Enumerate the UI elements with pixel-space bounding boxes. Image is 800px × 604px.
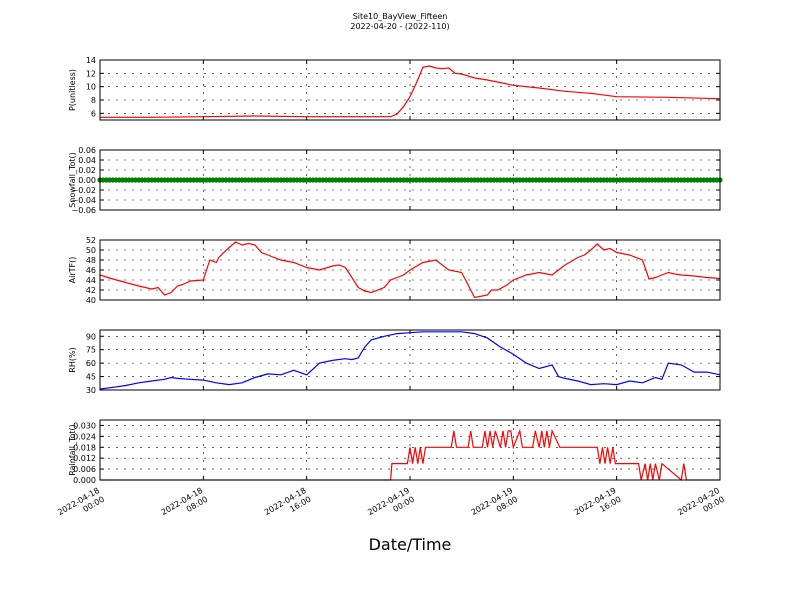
y-tick-label: 0.006 <box>73 465 96 474</box>
chart-title-line1: Site10_BayView_Fifteen <box>353 12 448 21</box>
y-tick-label: 46 <box>86 266 96 275</box>
y-tick-label: 52 <box>86 236 96 245</box>
y-tick-label: 0.018 <box>73 443 96 452</box>
series-line-RH <box>99 331 721 390</box>
y-tick-label: 8 <box>91 96 96 105</box>
x-tick-label: 2022-04-1908:00 <box>470 486 520 526</box>
y-tick-label: −0.06 <box>71 206 96 215</box>
y-tick-label: 50 <box>86 246 96 255</box>
x-axis-title: Date/Time <box>369 535 452 554</box>
panel-RH: 30 45 60 75 90 RH(%) <box>68 329 721 395</box>
y-tick-label: 75 <box>86 346 96 355</box>
y-tick-label: 14 <box>86 56 96 65</box>
series-line-Rainfall_Tot <box>100 428 720 482</box>
y-tick-label: 0.030 <box>73 421 96 430</box>
y-axis-label: RH(%) <box>68 347 77 372</box>
y-tick-label: 0.04 <box>78 156 96 165</box>
x-tick-label: 2022-04-2000:00 <box>676 486 726 526</box>
y-axis-label: AirTF() <box>68 257 77 284</box>
y-tick-label: 90 <box>86 332 96 341</box>
plot-frame <box>99 239 721 301</box>
x-tick-label: 2022-04-1900:00 <box>366 486 416 526</box>
series-line-P <box>100 65 721 118</box>
panel-Snowfall_Tot: −0.06−0.04−0.020.000.020.040.06Snowfall_… <box>68 146 723 215</box>
y-tick-label: 44 <box>86 276 96 285</box>
plot-frame <box>99 419 721 481</box>
y-tick-label: 12 <box>86 69 96 78</box>
y-tick-label: 0.06 <box>78 146 96 155</box>
series-line-AirTF <box>99 241 721 299</box>
plot-frame <box>99 149 721 211</box>
x-tick-label: 2022-04-1916:00 <box>573 486 623 526</box>
y-axis-label: Rainfall_Tot() <box>68 424 77 476</box>
x-tick-label: 2022-04-1808:00 <box>160 486 210 526</box>
y-tick-label: 10 <box>86 83 96 92</box>
y-tick-label: 45 <box>86 373 96 382</box>
y-tick-label: −0.02 <box>71 186 96 195</box>
plot-frame <box>99 329 721 391</box>
panel-Rainfall_Tot: 0.000 0.006 0.012 0.018 0.024 0.030Rainfall_T… <box>68 419 721 485</box>
y-tick-label: 40 <box>86 296 96 305</box>
y-axis-label: P(unitless) <box>68 69 77 111</box>
panel-P: 6 8 10 12 14 P(unitless) <box>68 56 721 121</box>
plot-frame <box>99 59 721 121</box>
panels: 68101214P(unitless)−0.06−0.04−0.020.000.… <box>68 56 723 485</box>
y-tick-label: 0.024 <box>73 432 96 441</box>
y-tick-label: 42 <box>86 286 96 295</box>
y-tick-label: 48 <box>86 256 96 265</box>
y-tick-label: 0.012 <box>73 454 96 463</box>
y-tick-label: 0.00 <box>78 176 96 185</box>
x-tick-labels: 2022-04-1800:00 2022-04-1808:00 2022-04-18… <box>56 486 726 526</box>
y-axis-label: Snowfall_Tot() <box>68 152 77 208</box>
y-tick-label: 0.000 <box>73 476 96 485</box>
chart-title-line2: 2022-04-20 - (2022-110) <box>350 22 449 31</box>
y-tick-label: 6 <box>91 109 96 118</box>
y-tick-label: −0.04 <box>71 196 96 205</box>
y-tick-label: 60 <box>86 359 96 368</box>
x-tick-label: 2022-04-1816:00 <box>263 486 313 526</box>
y-tick-label: 0.02 <box>78 166 96 175</box>
y-tick-label: 30 <box>86 386 96 395</box>
x-tick-label: 2022-04-1800:00 <box>56 486 106 526</box>
